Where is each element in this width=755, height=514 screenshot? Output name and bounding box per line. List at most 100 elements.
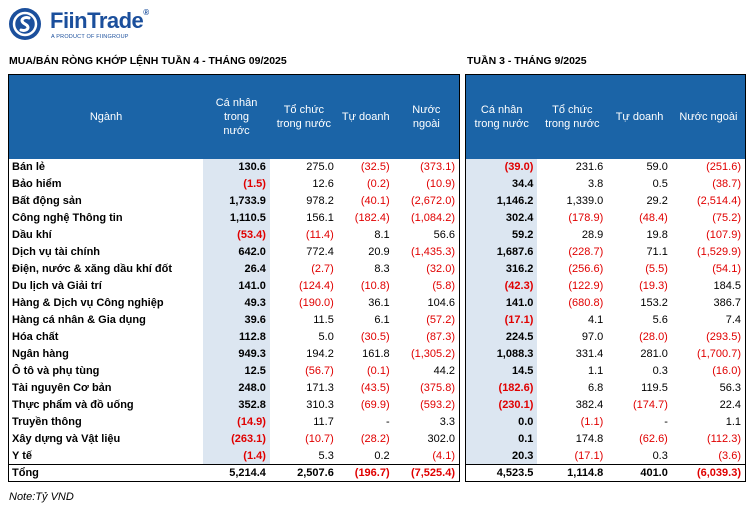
- table-row: 0.0 (1.1) - 1.1: [465, 413, 746, 431]
- table-cell: (1,435.3): [410, 246, 455, 258]
- table-cell: 19.8: [646, 229, 668, 241]
- unit-note: Note:Tỷ VND: [9, 491, 74, 503]
- table-cell: 56.3: [719, 382, 741, 394]
- table-cell: 171.3: [306, 382, 334, 394]
- table-row: Y tế (1.4) 5.3 0.2 (4.1): [9, 447, 460, 465]
- header-foreign: Nước ngoài: [393, 74, 460, 159]
- table-row: Bất động sản 1,733.9 978.2 (40.1) (2,672.0): [9, 192, 460, 210]
- table-row: Bán lẻ 130.6 275.0 (32.5) (373.1): [9, 158, 460, 176]
- table-row: Hàng & Dịch vụ Công nghiệp 49.3 (190.0) 36.…: [9, 294, 460, 312]
- table-cell: (251.6): [706, 161, 741, 173]
- table-cell: 97.0: [581, 331, 604, 343]
- week3-title: TUẦN 3 - THÁNG 9/2025: [467, 55, 587, 67]
- table-cell: 231.6: [575, 161, 604, 173]
- table-cell: 1,088.3: [465, 345, 538, 363]
- sector-name: Hàng & Dịch vụ Công nghiệp: [12, 297, 164, 309]
- sector-name: Tài nguyên Cơ bản: [12, 382, 112, 394]
- table-cell: 20.3: [465, 447, 538, 465]
- table-row: Thực phẩm và đồ uống 352.8 310.3 (69.9) (593…: [9, 396, 460, 414]
- table-cell: 14.5: [465, 362, 538, 380]
- table-row: (42.3) (122.9) (19.3) 184.5: [465, 277, 746, 295]
- table-row: Hóa chất 112.8 5.0 (30.5) (87.3): [9, 328, 460, 346]
- table-row: Truyền thông (14.9) 11.7 - 3.3: [9, 413, 460, 431]
- table-row: 34.4 3.8 0.5 (38.7): [465, 175, 746, 193]
- table-cell: 3.3: [439, 416, 455, 428]
- table-cell: (39.0): [465, 158, 538, 176]
- table-cell: 248.0: [203, 379, 270, 397]
- total-row: 4,523.5 1,114.8 401.0 (6,039.3): [465, 464, 746, 482]
- table-row: 14.5 1.1 0.3 (16.0): [465, 362, 746, 380]
- table-cell: 44.2: [433, 365, 455, 377]
- sector-name: Bất động sản: [12, 195, 82, 207]
- table-cell: (196.7): [337, 464, 394, 482]
- table-cell: (0.2): [367, 178, 390, 190]
- table-cell: 4.1: [587, 314, 604, 326]
- table-cell: 153.2: [640, 297, 668, 309]
- header-foreign: Nước ngoài: [671, 74, 746, 159]
- table-cell: 2,507.6: [269, 464, 338, 482]
- table-cell: 112.8: [203, 328, 270, 346]
- table-cell: 161.8: [362, 348, 390, 360]
- table-cell: (28.0): [639, 331, 668, 343]
- table-cell: 59.0: [646, 161, 668, 173]
- table-cell: 316.2: [465, 260, 538, 278]
- week4-body: Bán lẻ 130.6 275.0 (32.5) (373.1) Bảo hiểm (1.…: [8, 158, 460, 482]
- table-cell: 382.4: [575, 399, 604, 411]
- table-cell: 12.5: [203, 362, 270, 380]
- table-cell: 0.2: [374, 449, 390, 462]
- table-cell: 0.5: [652, 178, 668, 190]
- table-cell: (62.6): [639, 433, 668, 445]
- table-cell: 119.5: [641, 382, 668, 394]
- table-cell: (107.9): [706, 229, 741, 241]
- sector-name: Xây dựng và Vật liệu: [12, 433, 121, 445]
- table-cell: (1,305.2): [410, 348, 455, 360]
- table-cell: 49.3: [203, 294, 270, 312]
- table-cell: 6.1: [374, 314, 390, 326]
- table-cell: 34.4: [465, 175, 538, 193]
- table-cell: 0.1: [465, 430, 538, 448]
- table-cell: (53.4): [203, 226, 270, 244]
- table-cell: 156.1: [306, 212, 334, 224]
- table-cell: 36.1: [368, 297, 390, 309]
- sector-name: Công nghệ Thông tin: [12, 212, 123, 224]
- table-row: 316.2 (256.6) (5.5) (54.1): [465, 260, 746, 278]
- brand-name: FiinTrade®: [50, 8, 149, 33]
- table-row: Du lịch và Giải trí 141.0 (124.4) (10.8) (5.…: [9, 277, 460, 295]
- table-cell: 20.9: [368, 246, 390, 258]
- table-cell: 5,214.4: [203, 464, 270, 482]
- table-cell: (6,039.3): [671, 464, 746, 482]
- table-cell: 352.8: [203, 396, 270, 414]
- table-cell: 0.3: [652, 449, 668, 462]
- table-row: Công nghệ Thông tin 1,110.5 156.1 (182.4) (1…: [9, 209, 460, 227]
- table-cell: (2,514.4): [696, 195, 741, 207]
- table-cell: (680.8): [568, 297, 604, 309]
- sector-name: Hàng cá nhân & Gia dụng: [12, 314, 146, 326]
- table-cell: 5.0: [318, 331, 334, 343]
- sector-name: Y tế: [12, 449, 32, 462]
- table-cell: 6.8: [587, 382, 604, 394]
- table-cell: (124.4): [298, 280, 334, 292]
- table-cell: 5.3: [318, 449, 334, 462]
- table-row: Dầu khí (53.4) (11.4) 8.1 56.6: [9, 226, 460, 244]
- table-row: Ngân hàng 949.3 194.2 161.8 (1,305.2): [9, 345, 460, 363]
- table-cell: (593.2): [420, 399, 455, 411]
- table-cell: 331.4: [575, 348, 604, 360]
- table-cell: (373.1): [420, 161, 455, 173]
- table-cell: (42.3): [465, 277, 538, 295]
- table-cell: 1,339.0: [566, 195, 604, 207]
- table-cell: 0.0: [465, 413, 538, 431]
- brand-tagline: A PRODUCT OF FIINGROUP: [51, 34, 129, 40]
- table-cell: (1,529.9): [696, 246, 741, 258]
- table-cell: (69.9): [360, 399, 390, 411]
- table-cell: (40.1): [360, 195, 390, 207]
- table-cell: (56.7): [305, 365, 334, 377]
- table-cell: (10.8): [360, 280, 390, 292]
- table-cell: 1,687.6: [465, 243, 538, 261]
- table-cell: 1,733.9: [203, 192, 270, 210]
- total-row: Tổng 5,214.4 2,507.6 (196.7) (7,525.4): [8, 464, 460, 482]
- sector-name: Thực phẩm và đồ uống: [12, 399, 134, 411]
- table-cell: 4,523.5: [465, 464, 538, 482]
- header-institution: Tổ chức trong nước: [269, 74, 338, 159]
- table-cell: 310.3: [306, 399, 334, 411]
- table-cell: 71.1: [646, 246, 668, 258]
